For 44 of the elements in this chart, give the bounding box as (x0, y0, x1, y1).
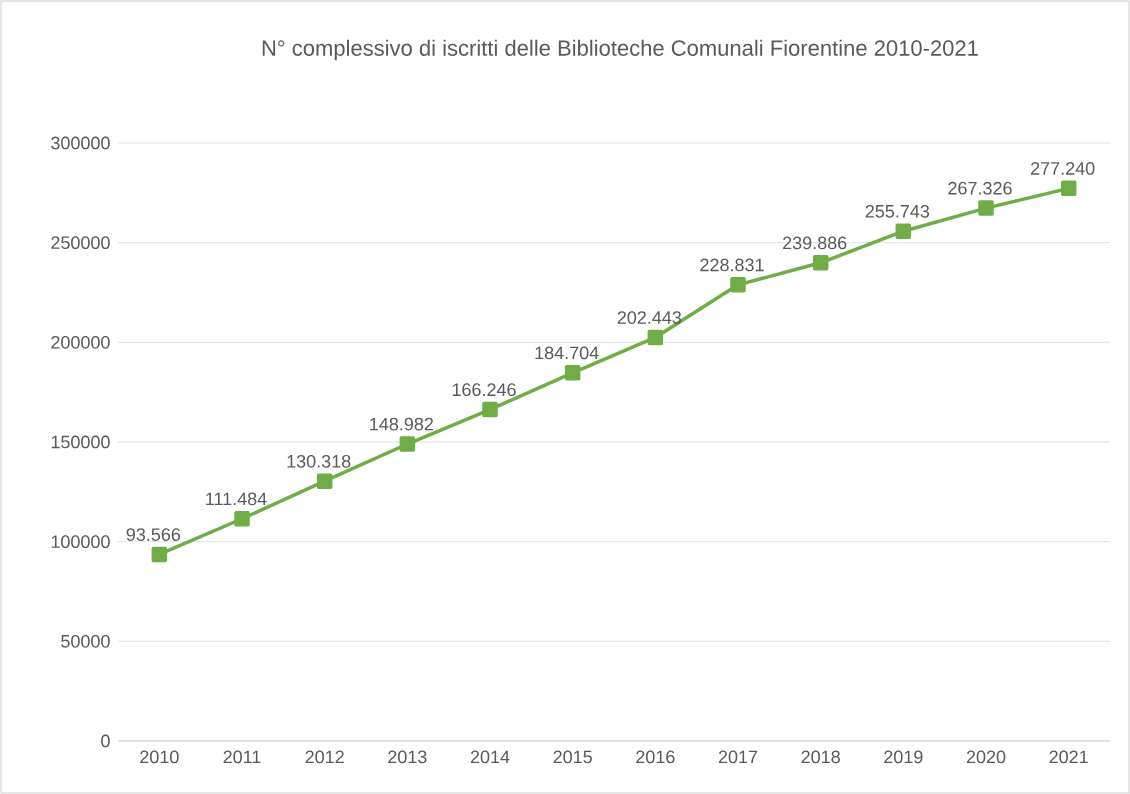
point (812, 255, 829, 271)
point (399, 436, 416, 452)
y-tick-label: 200000 (51, 335, 110, 349)
point (647, 329, 664, 346)
x-tick-label: 2015 (553, 750, 592, 764)
point (316, 473, 333, 489)
chart-title: N° complessivo di iscritti delle Biblioteche Comunali Fiorentine 2010-2021 (262, 39, 978, 61)
data-label: 277.240 (1031, 162, 1095, 175)
data-label: 267.326 (948, 181, 1012, 195)
point (151, 546, 168, 563)
y-tick-label: 0 (101, 734, 110, 748)
x-tick-label: 2011 (223, 750, 261, 764)
point (234, 511, 250, 527)
x-tick-label: 2020 (966, 750, 1006, 764)
point (482, 401, 498, 418)
y-tick-label: 100000 (51, 535, 110, 549)
x-tick-label: 2012 (305, 750, 344, 764)
data-label: 130.318 (287, 454, 351, 468)
x-tick-label: 2013 (388, 750, 427, 764)
y-tick-label: 250000 (51, 236, 110, 250)
data-label: 239.886 (783, 236, 847, 250)
data-label: 111.484 (206, 492, 267, 506)
x-tick-label: 2019 (884, 750, 923, 764)
x-tick-label: 2014 (470, 750, 510, 764)
x-tick-label: 2021 (1049, 750, 1088, 764)
point (730, 277, 746, 293)
y-tick-label: 300000 (51, 136, 110, 150)
data-label: 148.982 (370, 417, 433, 431)
x-tick-label: 2018 (801, 750, 840, 764)
data-label: 202.443 (617, 311, 682, 324)
y-tick-label: 50000 (61, 634, 110, 648)
data-label: 255.743 (865, 204, 930, 218)
point (895, 223, 912, 239)
point (1060, 180, 1077, 197)
point (564, 365, 581, 381)
y-tick-label: 150000 (51, 435, 110, 449)
x-tick-label: 2016 (636, 750, 675, 764)
data-label: 228.831 (700, 258, 764, 272)
x-tick-label: 2010 (140, 750, 179, 764)
x-tick-label: 2017 (718, 750, 758, 764)
point (978, 200, 994, 216)
data-label: 166.246 (452, 383, 516, 397)
data-label: 184.704 (535, 346, 599, 360)
data-label: 93.566 (126, 528, 181, 541)
